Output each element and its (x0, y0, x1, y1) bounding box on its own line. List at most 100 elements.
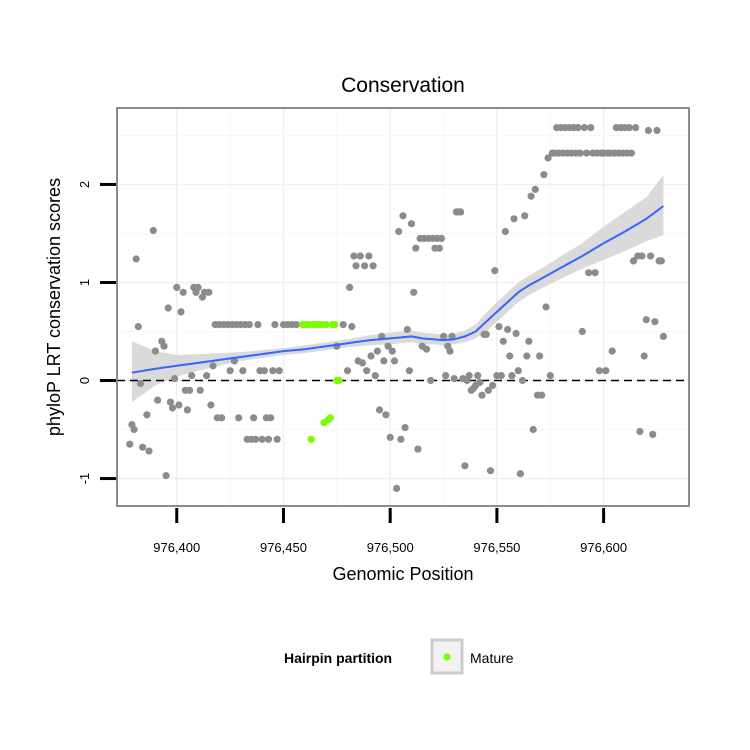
data-point (644, 126, 653, 135)
data-point (591, 269, 599, 277)
data-point-mature (307, 435, 315, 443)
x-axis: 976,400 976,450 976,500 976,550 976,600 (153, 508, 627, 555)
data-point (510, 215, 518, 223)
data-point (523, 352, 531, 360)
y-axis-label: phyloP LRT conservation scores (44, 178, 64, 436)
data-point (239, 367, 247, 375)
data-point (149, 226, 157, 235)
data-point (194, 283, 202, 291)
data-point (164, 304, 172, 312)
data-point (273, 435, 281, 443)
data-point (154, 396, 162, 404)
data-point (207, 401, 215, 409)
data-point (629, 257, 638, 265)
data-point (486, 467, 495, 475)
data-point (386, 433, 394, 441)
data-point (642, 316, 650, 324)
data-point (292, 321, 300, 329)
data-point (542, 303, 550, 311)
data-point (245, 321, 253, 329)
data-point (410, 288, 418, 296)
data-point-mature (335, 376, 343, 385)
data-point (653, 126, 661, 135)
data-point (264, 435, 273, 443)
data-point (126, 440, 134, 448)
y-axis: -1 0 1 2 (77, 181, 116, 484)
data-point (414, 445, 422, 453)
x-tick-label: 976,500 (367, 540, 414, 555)
data-point (177, 308, 185, 316)
data-point (343, 367, 352, 375)
data-point (461, 462, 469, 470)
data-point (518, 376, 527, 385)
data-point (632, 124, 640, 132)
data-point (484, 386, 492, 394)
data-point (361, 262, 369, 270)
x-tick-label: 976,550 (473, 540, 520, 555)
data-point (371, 372, 379, 380)
data-point (536, 352, 544, 360)
data-point (399, 212, 407, 220)
data-point (143, 411, 151, 419)
data-point (275, 367, 283, 375)
data-point (435, 244, 443, 252)
data-point (585, 269, 593, 277)
data-point (576, 149, 584, 157)
data-point (491, 267, 499, 275)
data-point (348, 323, 356, 331)
data-point (647, 252, 655, 260)
data-point (254, 321, 262, 329)
data-point (448, 332, 456, 340)
y-tick-label: 1 (77, 279, 92, 286)
data-point (544, 154, 552, 162)
data-point (649, 430, 657, 438)
data-point (437, 234, 445, 242)
data-point (346, 283, 354, 291)
data-point (482, 330, 490, 338)
data-point (397, 435, 405, 443)
data-point (501, 227, 509, 236)
data-point (516, 470, 525, 478)
data-point (168, 404, 177, 412)
data-point (495, 323, 503, 331)
data-point (369, 262, 377, 270)
data-point (260, 367, 268, 375)
data-point (583, 149, 591, 157)
data-point (235, 414, 243, 422)
data-point (407, 220, 416, 228)
data-point (659, 332, 668, 340)
y-tick-label: 2 (77, 181, 92, 188)
data-point (393, 484, 401, 492)
data-point (538, 391, 546, 399)
data-point (525, 337, 533, 345)
x-tick-label: 976,450 (260, 540, 307, 555)
data-point (474, 372, 482, 380)
data-point (506, 352, 514, 360)
data-point (608, 347, 616, 355)
data-point (478, 391, 486, 399)
smooth-line-layer (131, 205, 664, 374)
data-point (578, 327, 586, 336)
smooth-line (131, 205, 664, 374)
data-point (136, 379, 145, 388)
data-point (175, 401, 183, 409)
data-point (521, 212, 529, 220)
legend-label-mature: Mature (470, 650, 514, 666)
data-point (446, 347, 454, 355)
data-point (401, 424, 409, 432)
data-point (440, 332, 448, 340)
chart-title: Conservation (341, 74, 465, 97)
data-point (203, 372, 211, 380)
data-point (258, 435, 266, 443)
data-point (132, 255, 140, 263)
data-point (271, 321, 279, 329)
data-point (587, 124, 595, 132)
data-point (183, 406, 191, 414)
data-point (388, 347, 396, 355)
data-point (226, 367, 234, 375)
data-point (269, 367, 277, 375)
data-point (375, 406, 384, 414)
data-point (638, 252, 646, 260)
data-point (504, 325, 512, 334)
data-point (166, 398, 174, 406)
